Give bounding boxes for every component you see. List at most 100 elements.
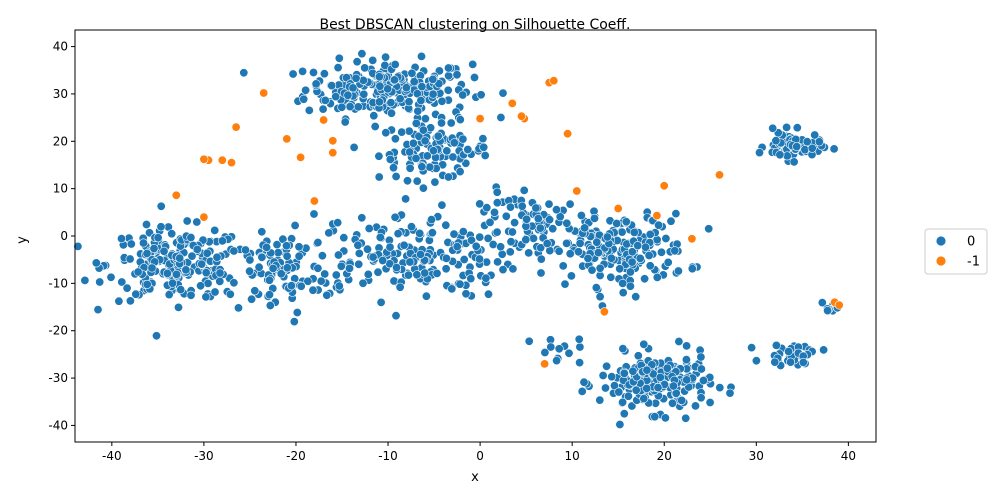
point-series-0 — [481, 273, 491, 283]
point-series-0 — [531, 203, 541, 213]
point-series-0 — [506, 237, 516, 247]
point-series-0 — [139, 238, 149, 248]
point-series-0 — [497, 249, 507, 259]
point-series-0 — [353, 240, 363, 250]
point-series-0 — [174, 302, 184, 312]
point-series-0 — [528, 233, 538, 243]
point-series-0 — [505, 202, 515, 212]
point-series-0 — [359, 89, 369, 99]
point-series-0 — [401, 83, 411, 93]
point-series-0 — [147, 263, 157, 273]
point-series-0 — [654, 220, 664, 230]
point-series-0 — [471, 241, 481, 251]
point-series-0 — [318, 104, 328, 114]
point-series-0 — [628, 366, 638, 376]
point-series-0 — [196, 281, 206, 291]
legend-label-series-0: 0 — [967, 235, 975, 250]
point-series-0 — [417, 162, 427, 172]
point-series-0 — [575, 342, 585, 352]
point-series-0 — [122, 283, 132, 293]
point-series-0 — [575, 358, 585, 368]
point-series-0 — [334, 281, 344, 291]
point-series-0 — [627, 247, 637, 257]
point-series-0 — [455, 167, 465, 177]
point-series-0 — [656, 247, 666, 257]
point-series-0 — [212, 252, 222, 262]
point-series-0 — [593, 248, 603, 258]
point-series-1 — [572, 186, 582, 196]
point-series-0 — [615, 264, 625, 274]
point-series-1 — [613, 204, 623, 214]
point-series-0 — [625, 281, 635, 291]
point-series-0 — [201, 292, 211, 302]
point-series-0 — [201, 268, 211, 278]
point-series-0 — [333, 218, 343, 228]
point-series-0 — [247, 294, 257, 304]
point-series-0 — [404, 97, 414, 107]
x-axis-ticks: -40 -30 -20 -10 0 10 20 30 40 — [102, 442, 856, 463]
point-series-0 — [351, 73, 361, 83]
point-series-0 — [642, 383, 652, 393]
point-series-0 — [475, 199, 485, 209]
point-series-0 — [696, 364, 706, 374]
point-series-0 — [524, 336, 534, 346]
point-series-0 — [650, 412, 660, 422]
point-series-0 — [354, 259, 364, 269]
point-series-0 — [690, 401, 700, 411]
point-series-0 — [167, 229, 177, 239]
point-series-0 — [629, 227, 639, 237]
point-series-0 — [374, 97, 384, 107]
point-series-1 — [217, 155, 227, 165]
point-series-0 — [670, 246, 680, 256]
point-series-0 — [458, 134, 468, 144]
point-series-0 — [784, 346, 794, 356]
point-series-0 — [771, 136, 781, 146]
point-series-0 — [667, 398, 677, 408]
point-series-0 — [589, 213, 599, 223]
point-series-0 — [798, 357, 808, 367]
point-series-0 — [441, 220, 451, 230]
point-series-0 — [397, 127, 407, 137]
point-series-0 — [340, 117, 350, 127]
point-series-0 — [666, 216, 676, 226]
point-series-0 — [579, 377, 589, 387]
point-series-0 — [592, 237, 602, 247]
point-series-0 — [466, 235, 476, 245]
point-series-0 — [374, 72, 384, 82]
y-axis-label: y — [15, 236, 30, 244]
point-series-0 — [505, 247, 515, 257]
point-series-0 — [308, 285, 318, 295]
point-series-0 — [533, 214, 543, 224]
point-series-0 — [661, 234, 671, 244]
point-series-0 — [313, 263, 323, 273]
x-tick-label: -10 — [378, 449, 398, 463]
point-series-0 — [331, 270, 341, 280]
point-series-0 — [441, 253, 451, 263]
point-series-0 — [540, 347, 550, 357]
point-series-0 — [317, 251, 327, 261]
point-series-0 — [331, 92, 341, 102]
point-series-0 — [241, 245, 251, 255]
y-tick-label: -10 — [48, 276, 68, 290]
point-series-0 — [775, 150, 785, 160]
point-series-0 — [653, 383, 663, 393]
point-series-0 — [225, 289, 235, 299]
point-series-0 — [452, 70, 462, 80]
point-series-0 — [404, 126, 414, 136]
point-series-0 — [393, 229, 403, 239]
point-series-0 — [281, 241, 291, 251]
y-tick-label: 40 — [53, 40, 68, 54]
point-series-0 — [320, 269, 330, 279]
point-series-0 — [381, 52, 391, 62]
point-series-0 — [441, 264, 451, 274]
point-series-0 — [402, 176, 412, 186]
point-series-0 — [552, 356, 562, 366]
point-series-0 — [142, 279, 152, 289]
point-series-1 — [328, 136, 338, 146]
point-series-0 — [186, 290, 196, 300]
point-series-0 — [687, 264, 697, 274]
point-series-1 — [296, 152, 306, 162]
point-series-0 — [558, 261, 568, 271]
point-series-0 — [565, 199, 575, 209]
